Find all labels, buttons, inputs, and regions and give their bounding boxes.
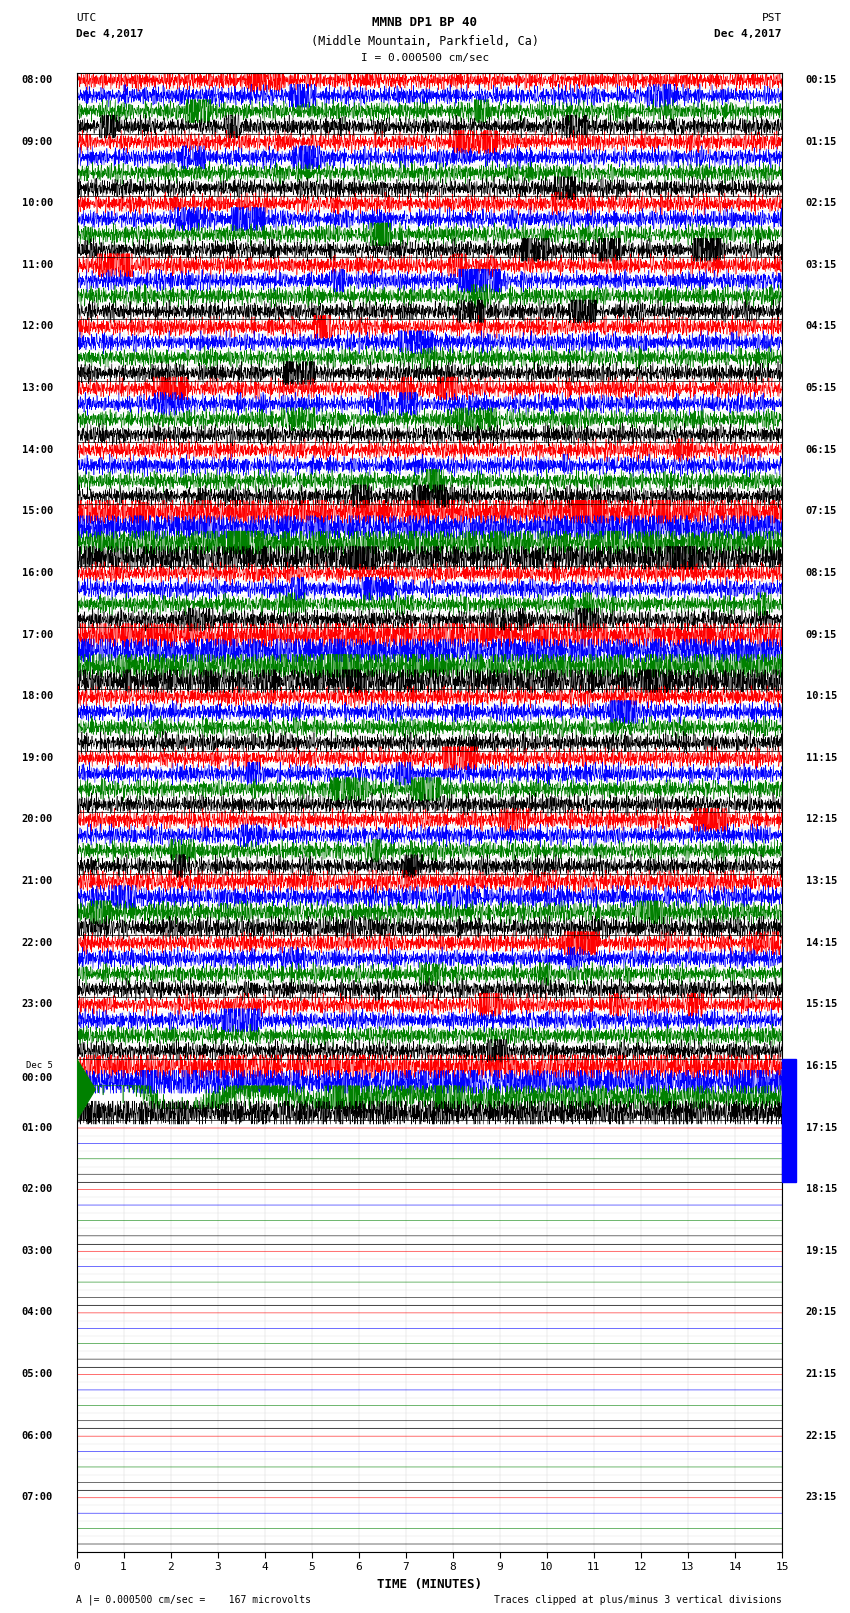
Text: MMNB DP1 BP 40: MMNB DP1 BP 40 — [372, 16, 478, 29]
Text: 00:15: 00:15 — [806, 74, 836, 85]
Text: Dec 5: Dec 5 — [26, 1061, 53, 1069]
Text: (Middle Mountain, Parkfield, Ca): (Middle Mountain, Parkfield, Ca) — [311, 35, 539, 48]
Text: 21:15: 21:15 — [806, 1369, 836, 1379]
Text: 08:00: 08:00 — [22, 74, 53, 85]
Text: 01:00: 01:00 — [22, 1123, 53, 1132]
Text: 15:15: 15:15 — [806, 1000, 836, 1010]
Text: 11:15: 11:15 — [806, 753, 836, 763]
Text: 19:15: 19:15 — [806, 1245, 836, 1257]
Text: 18:15: 18:15 — [806, 1184, 836, 1194]
Text: Dec 4,2017: Dec 4,2017 — [76, 29, 144, 39]
Text: 18:00: 18:00 — [22, 692, 53, 702]
Text: 06:00: 06:00 — [22, 1431, 53, 1440]
Text: 13:15: 13:15 — [806, 876, 836, 886]
Text: 11:00: 11:00 — [22, 260, 53, 269]
Bar — [782, 1058, 796, 1182]
Text: 00:00: 00:00 — [22, 1073, 53, 1082]
Text: 14:00: 14:00 — [22, 445, 53, 455]
Text: 23:00: 23:00 — [22, 1000, 53, 1010]
Text: 23:15: 23:15 — [806, 1492, 836, 1502]
Text: 07:00: 07:00 — [22, 1492, 53, 1502]
Text: 10:15: 10:15 — [806, 692, 836, 702]
Text: 13:00: 13:00 — [22, 382, 53, 394]
Text: Dec 4,2017: Dec 4,2017 — [715, 29, 782, 39]
Text: Traces clipped at plus/minus 3 vertical divisions: Traces clipped at plus/minus 3 vertical … — [494, 1595, 782, 1605]
Text: 06:15: 06:15 — [806, 445, 836, 455]
Text: 04:15: 04:15 — [806, 321, 836, 331]
Text: 12:15: 12:15 — [806, 815, 836, 824]
Text: 12:00: 12:00 — [22, 321, 53, 331]
Text: A |= 0.000500 cm/sec =    167 microvolts: A |= 0.000500 cm/sec = 167 microvolts — [76, 1594, 311, 1605]
Polygon shape — [76, 1058, 95, 1121]
Text: 09:00: 09:00 — [22, 137, 53, 147]
Text: 20:15: 20:15 — [806, 1308, 836, 1318]
Text: I = 0.000500 cm/sec: I = 0.000500 cm/sec — [361, 53, 489, 63]
Text: PST: PST — [762, 13, 782, 23]
Text: 02:00: 02:00 — [22, 1184, 53, 1194]
X-axis label: TIME (MINUTES): TIME (MINUTES) — [377, 1578, 482, 1590]
Text: 07:15: 07:15 — [806, 506, 836, 516]
Text: UTC: UTC — [76, 13, 97, 23]
Text: 21:00: 21:00 — [22, 876, 53, 886]
Text: 17:00: 17:00 — [22, 629, 53, 640]
Text: 09:15: 09:15 — [806, 629, 836, 640]
Text: 16:00: 16:00 — [22, 568, 53, 577]
Text: 05:00: 05:00 — [22, 1369, 53, 1379]
Text: 04:00: 04:00 — [22, 1308, 53, 1318]
Text: 15:00: 15:00 — [22, 506, 53, 516]
Text: 20:00: 20:00 — [22, 815, 53, 824]
Text: 03:00: 03:00 — [22, 1245, 53, 1257]
Text: 02:15: 02:15 — [806, 198, 836, 208]
Text: 16:15: 16:15 — [806, 1061, 836, 1071]
Text: 08:15: 08:15 — [806, 568, 836, 577]
Text: 22:00: 22:00 — [22, 937, 53, 948]
Text: 10:00: 10:00 — [22, 198, 53, 208]
Text: 14:15: 14:15 — [806, 937, 836, 948]
Text: 17:15: 17:15 — [806, 1123, 836, 1132]
Text: 22:15: 22:15 — [806, 1431, 836, 1440]
Text: 19:00: 19:00 — [22, 753, 53, 763]
Text: 01:15: 01:15 — [806, 137, 836, 147]
Text: 05:15: 05:15 — [806, 382, 836, 394]
Text: 03:15: 03:15 — [806, 260, 836, 269]
